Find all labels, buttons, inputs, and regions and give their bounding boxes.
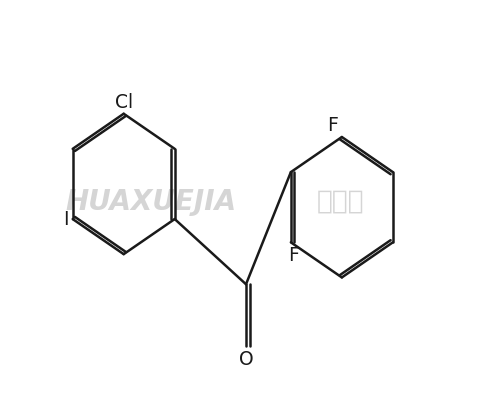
Text: F: F — [288, 246, 298, 265]
Text: HUAXUEJIA: HUAXUEJIA — [66, 188, 236, 216]
Text: Cl: Cl — [114, 93, 132, 112]
Text: I: I — [63, 210, 69, 229]
Text: O: O — [238, 350, 253, 369]
Text: 化学加: 化学加 — [317, 189, 364, 215]
Text: F: F — [326, 116, 337, 135]
